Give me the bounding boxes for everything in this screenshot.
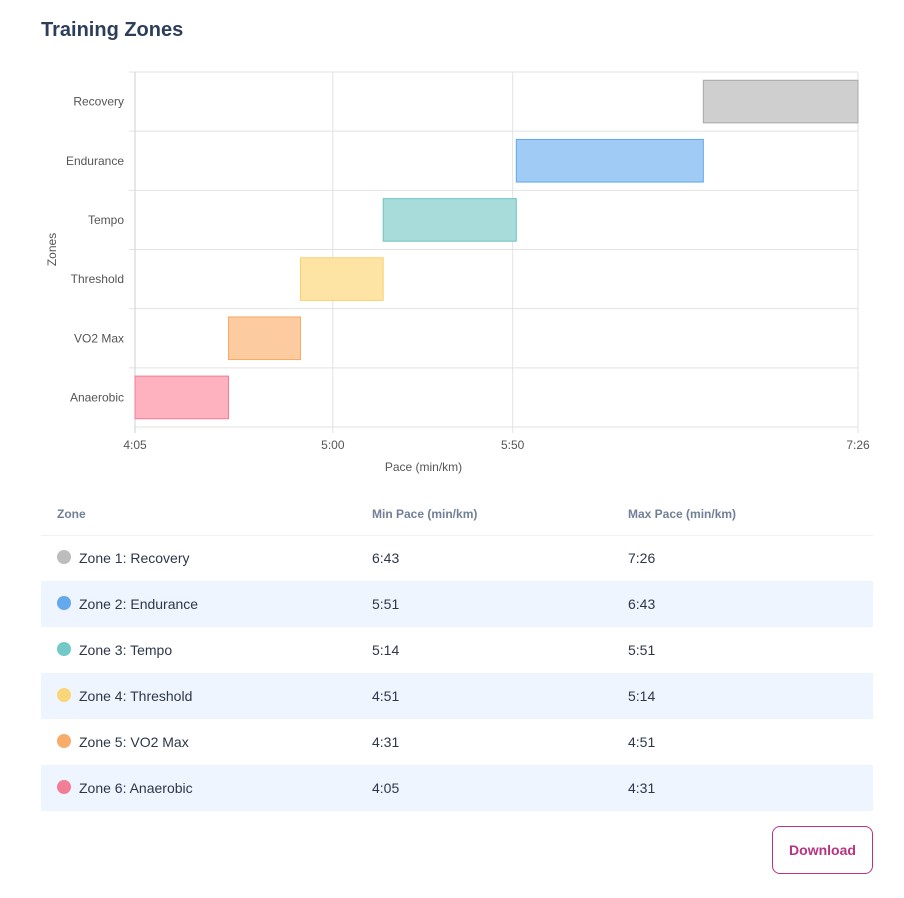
y-tick-label: Endurance — [66, 154, 124, 168]
zone-bar-vo2-max — [228, 316, 301, 361]
zone-color-dot — [57, 688, 71, 702]
page-title: Training Zones — [41, 19, 184, 41]
zone-cell: Zone 3: Tempo — [41, 627, 356, 673]
y-tick-label: Recovery — [73, 95, 124, 109]
zone-bar-tempo — [382, 198, 517, 242]
y-tick-label: Anaerobic — [70, 390, 124, 404]
zone-cell: Zone 6: Anaerobic — [41, 765, 356, 811]
min-pace-cell: 4:51 — [356, 673, 612, 719]
max-pace-cell: 5:51 — [628, 642, 656, 658]
min-pace-cell: 4:31 — [372, 734, 400, 750]
header-min-pace: Min Pace (min/km) — [356, 494, 612, 536]
zone-cell: Zone 4: Threshold — [41, 673, 356, 719]
zone-color-dot — [57, 550, 71, 565]
zone-bar-recovery — [702, 79, 859, 124]
max-pace-cell: 4:51 — [628, 734, 656, 750]
zones-table: Zone Min Pace (min/km) Max Pace (min/km)… — [41, 494, 873, 811]
zone-label: Zone 6: Anaerobic — [79, 780, 193, 796]
table-row: Zone 1: Recovery 6:43 7:26 — [41, 535, 873, 581]
y-tick-label: Threshold — [71, 272, 124, 286]
y-tick-label: Tempo — [88, 213, 124, 227]
download-button[interactable]: Download — [772, 826, 873, 874]
table-row: Zone 2: Endurance 5:51 6:43 — [41, 581, 873, 627]
zone-label: Zone 2: Endurance — [79, 596, 199, 612]
zone-cell: Zone 5: VO2 Max — [41, 719, 356, 765]
x-tick-label: 5:50 — [501, 438, 525, 452]
max-pace-cell: 5:14 — [612, 673, 873, 719]
zone-bar-anaerobic — [134, 375, 230, 420]
max-pace-cell: 4:31 — [612, 765, 873, 811]
zone-color-dot — [57, 596, 71, 610]
zone-color-dot — [57, 642, 71, 656]
table-row: Zone 5: VO2 Max 4:31 4:51 — [41, 719, 873, 765]
zone-bar-endurance — [515, 138, 704, 183]
zone-color-dot — [57, 734, 71, 748]
zone-color-dot — [57, 780, 71, 794]
y-tick-label: VO2 Max — [74, 331, 124, 345]
max-pace-cell: 7:26 — [628, 550, 656, 567]
zone-label: Zone 3: Tempo — [79, 642, 173, 658]
min-pace-cell: 4:05 — [356, 765, 612, 811]
table-row: Zone 4: Threshold 4:51 5:14 — [41, 673, 873, 719]
zone-label: Zone 1: Recovery — [79, 550, 190, 567]
min-pace-cell: 5:14 — [372, 642, 400, 658]
x-tick-label: 4:05 — [123, 438, 147, 452]
zone-bar-threshold — [299, 257, 384, 301]
max-pace-cell: 6:43 — [612, 581, 873, 627]
x-tick-label: 7:26 — [846, 438, 870, 452]
zone-label: Zone 5: VO2 Max — [79, 734, 189, 750]
x-axis-title: Pace (min/km) — [385, 460, 462, 474]
table-row: Zone 6: Anaerobic 4:05 4:31 — [41, 765, 873, 811]
y-axis-title: Zones — [45, 233, 59, 266]
min-pace-cell: 6:43 — [372, 550, 400, 567]
zone-cell: Zone 2: Endurance — [41, 581, 356, 627]
zone-cell: Zone 1: Recovery — [41, 535, 356, 581]
table-row: Zone 3: Tempo 5:14 5:51 — [41, 627, 873, 673]
min-pace-cell: 5:51 — [356, 581, 612, 627]
training-zones-chart: 4:05 5:00 5:50 7:26 Recovery Endurance Tempo Th… — [45, 71, 870, 474]
x-tick-label: 5:00 — [321, 438, 345, 452]
header-zone: Zone — [41, 494, 356, 536]
header-max-pace: Max Pace (min/km) — [612, 494, 873, 536]
zone-label: Zone 4: Threshold — [79, 688, 193, 704]
table-header-row: Zone Min Pace (min/km) Max Pace (min/km) — [41, 494, 873, 536]
